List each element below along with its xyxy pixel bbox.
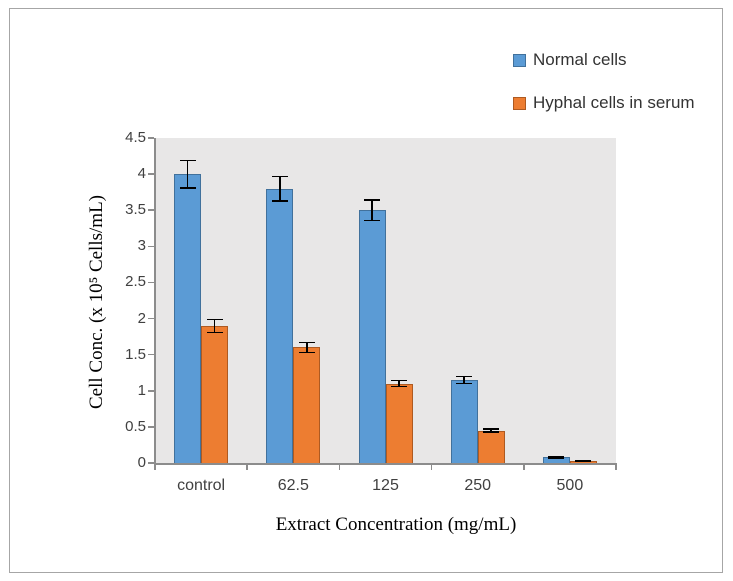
bar — [450, 379, 478, 463]
x-tick-label: 250 — [464, 477, 492, 494]
error-bar-cap — [391, 379, 407, 382]
error-bar — [456, 375, 473, 385]
error-bar-cap — [548, 457, 565, 459]
bar — [174, 174, 202, 463]
x-axis-tick — [430, 463, 433, 470]
error-bar — [483, 428, 500, 433]
error-bar-line — [463, 375, 465, 385]
error-bar-cap — [548, 455, 565, 458]
error-bar-cap — [483, 431, 500, 433]
error-bar-line — [279, 175, 281, 202]
y-axis-line — [154, 138, 156, 465]
error-bar — [179, 159, 196, 189]
y-axis-tick — [148, 245, 154, 248]
error-bar — [271, 175, 288, 202]
error-bar — [548, 455, 565, 459]
legend-item-hyphal-cells: Hyphal cells in serum — [513, 93, 695, 112]
bar — [477, 430, 505, 463]
bar — [201, 325, 229, 463]
error-bar — [575, 459, 592, 462]
error-bar-line — [398, 379, 400, 388]
x-axis-line — [154, 463, 617, 465]
error-bar-cap — [391, 385, 407, 388]
error-bar-cap — [456, 375, 473, 378]
legend-label-hyphal-cells: Hyphal cells in serum — [533, 93, 695, 112]
error-bar-line — [213, 318, 216, 333]
y-tick-label: 1.5 — [125, 345, 146, 363]
chart-figure: Normal cells Hyphal cells in serum Cell … — [9, 8, 723, 573]
error-bar — [391, 379, 407, 388]
y-tick-label: 2.5 — [125, 273, 146, 291]
error-bar-cap — [206, 331, 223, 333]
x-axis-tick — [523, 463, 525, 470]
error-bar — [206, 318, 223, 333]
y-tick-label: 1 — [137, 381, 146, 399]
x-tick-label: control — [177, 477, 226, 494]
error-bar-cap — [298, 341, 315, 344]
y-tick-label: 3.5 — [125, 201, 146, 219]
y-tick-label: 0.5 — [125, 417, 146, 435]
x-axis-tick — [246, 463, 248, 470]
y-axis-tick — [148, 462, 154, 464]
bar — [293, 347, 321, 463]
bar — [266, 188, 294, 463]
error-bar-line — [490, 428, 492, 433]
y-axis-tick — [148, 137, 154, 139]
legend-item-normal-cells: Normal cells — [513, 50, 695, 69]
chart-legend: Normal cells Hyphal cells in serum — [513, 50, 695, 137]
x-tick-label: 125 — [372, 477, 399, 494]
legend-label-normal-cells: Normal cells — [533, 50, 627, 69]
y-tick-label: 4 — [137, 165, 146, 183]
y-tick-label: 0 — [137, 454, 146, 471]
error-bar — [364, 199, 380, 222]
error-bar-cap — [456, 382, 473, 385]
error-bar-cap — [298, 351, 315, 354]
error-bar-line — [186, 159, 189, 189]
error-bar — [298, 341, 315, 354]
error-bar-cap — [483, 428, 500, 430]
legend-swatch-normal-cells — [513, 53, 526, 67]
x-axis-tick — [615, 463, 617, 470]
y-axis-tick — [148, 353, 154, 356]
error-bar-cap — [575, 460, 592, 462]
y-axis-tick — [148, 209, 154, 211]
bar — [385, 383, 413, 463]
x-tick-label: 62.5 — [277, 477, 309, 494]
error-bar-line — [371, 199, 373, 222]
plot-area — [155, 138, 616, 463]
legend-swatch-hyphal-cells — [513, 96, 526, 110]
error-bar-cap — [179, 159, 196, 162]
y-tick-label: 3 — [137, 237, 146, 255]
y-tick-label: 2 — [137, 309, 146, 327]
y-axis-tick — [148, 317, 154, 320]
error-bar-cap — [179, 187, 196, 189]
y-axis-tick — [148, 173, 154, 175]
error-bar-line — [306, 341, 308, 354]
y-axis-tick — [148, 426, 154, 428]
y-axis-tick — [148, 281, 154, 284]
y-tick-label: 4.5 — [125, 129, 146, 146]
x-tick-label: 500 — [556, 477, 584, 494]
error-bar-cap — [271, 175, 288, 178]
y-axis-title-text: Cell Conc. (x 10⁵ Cells/mL) — [86, 194, 107, 410]
error-bar-cap — [364, 219, 380, 222]
error-bar-cap — [271, 200, 288, 202]
x-axis-tick — [154, 463, 156, 470]
bar — [358, 210, 386, 463]
x-axis-title: Extract Concentration (mg/mL) — [275, 514, 517, 535]
y-axis-tick — [148, 390, 154, 392]
error-bar-cap — [206, 318, 223, 321]
error-bar-cap — [364, 199, 380, 201]
x-axis-tick — [338, 463, 341, 470]
